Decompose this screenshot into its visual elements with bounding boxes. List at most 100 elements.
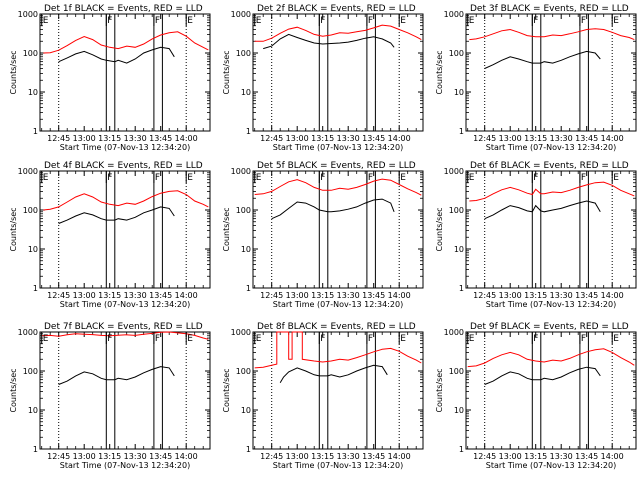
marker-label: E — [187, 334, 193, 344]
events-series-line — [58, 206, 175, 224]
marker-label: F — [581, 16, 586, 26]
chart-title: Det 8f BLACK = Events, RED = LLD — [257, 322, 416, 332]
plot-frame — [39, 331, 211, 450]
x-tick-label: 13:15 — [98, 291, 121, 300]
lld-series-line — [41, 331, 209, 340]
marker-label: E — [187, 16, 193, 26]
y-tick-label: 1000 — [18, 167, 38, 176]
y-tick-label: 1000 — [231, 328, 251, 337]
x-tick-label: 13:00 — [499, 134, 522, 143]
chart-title: Det 2f BLACK = Events, RED = LLD — [257, 4, 416, 14]
x-tick-label: 12:45 — [473, 291, 496, 300]
y-tick-label: 1 — [246, 284, 251, 293]
x-tick-label: 12:45 — [47, 452, 70, 461]
chart-panel-2: Det 2f BLACK = Events, RED = LLD 1 10 100 10… — [222, 4, 424, 152]
chart-panel-1: Det 1f BLACK = Events, RED = LLD 1 10 100 10… — [9, 4, 211, 152]
y-axis-label: Counts/sec — [435, 50, 444, 94]
events-series-line — [279, 364, 388, 383]
x-tick-label: 13:00 — [73, 134, 96, 143]
y-tick-label: 1000 — [444, 10, 464, 19]
x-tick-label: 13:15 — [98, 134, 121, 143]
x-tick-label: 13:00 — [499, 291, 522, 300]
x-tick-label: 13:00 — [499, 452, 522, 461]
plot-frame — [252, 331, 424, 450]
chart-title: Det 9f BLACK = Events, RED = LLD — [470, 322, 629, 332]
y-tick-label: 1000 — [444, 328, 464, 337]
y-tick-label: 1 — [246, 127, 251, 136]
plot-frame — [39, 170, 211, 289]
chart-title: Det 1f BLACK = Events, RED = LLD — [44, 4, 203, 14]
y-tick-label: 10 — [28, 406, 38, 415]
x-tick-label: 14:00 — [388, 134, 411, 143]
x-tick-label: 14:00 — [175, 452, 198, 461]
plot-frame — [39, 13, 211, 132]
chart-panel-9: Det 9f BLACK = Events, RED = LLD 1 10 100 10… — [435, 322, 637, 470]
marker-label: F — [107, 334, 112, 344]
marker-label: F — [107, 173, 112, 183]
marker-label: E — [469, 173, 475, 183]
y-tick-label: 10 — [28, 245, 38, 254]
x-tick-label: 14:00 — [601, 291, 624, 300]
x-tick-label: 14:00 — [601, 134, 624, 143]
chart-title: Det 3f BLACK = Events, RED = LLD — [470, 4, 629, 14]
y-tick-label: 1 — [459, 127, 464, 136]
marker-label: E — [613, 334, 619, 344]
x-tick-label: 13:30 — [337, 291, 360, 300]
marker-label: E — [613, 16, 619, 26]
x-axis-label: Start Time (07-Nov-13 12:34:20) — [273, 143, 403, 152]
x-tick-label: 12:45 — [260, 452, 283, 461]
x-tick-label: 13:45 — [362, 291, 385, 300]
y-tick-label: 1 — [459, 284, 464, 293]
x-tick-label: 13:15 — [311, 452, 334, 461]
x-tick-label: 12:45 — [260, 291, 283, 300]
x-tick-label: 13:45 — [575, 134, 598, 143]
y-axis-label: Counts/sec — [222, 50, 231, 94]
x-axis-label: Start Time (07-Nov-13 12:34:20) — [486, 143, 616, 152]
marker-label: F — [533, 16, 538, 26]
x-tick-label: 13:00 — [286, 452, 309, 461]
x-tick-label: 13:30 — [550, 452, 573, 461]
y-axis-label: Counts/sec — [9, 207, 18, 251]
x-axis-label: Start Time (07-Nov-13 12:34:20) — [273, 461, 403, 470]
x-tick-label: 13:45 — [575, 291, 598, 300]
y-tick-label: 100 — [23, 206, 38, 215]
x-tick-label: 13:15 — [311, 291, 334, 300]
marker-label: F — [155, 16, 160, 26]
chart-panel-5: Det 5f BLACK = Events, RED = LLD 1 10 100 10… — [222, 161, 424, 309]
marker-label: F — [368, 334, 373, 344]
x-tick-label: 14:00 — [601, 452, 624, 461]
x-tick-label: 13:45 — [362, 452, 385, 461]
y-tick-label: 100 — [449, 49, 464, 58]
lld-series-line — [469, 181, 635, 202]
marker-label: F — [533, 334, 538, 344]
y-tick-label: 1000 — [231, 10, 251, 19]
x-tick-label: 13:15 — [98, 452, 121, 461]
y-tick-label: 1 — [33, 445, 38, 454]
chart-title: Det 5f BLACK = Events, RED = LLD — [257, 161, 416, 171]
y-tick-label: 1 — [246, 445, 251, 454]
x-axis-label: Start Time (07-Nov-13 12:34:20) — [60, 461, 190, 470]
y-tick-label: 10 — [241, 406, 251, 415]
x-tick-label: 13:15 — [524, 134, 547, 143]
x-tick-label: 14:00 — [388, 291, 411, 300]
plot-frame — [465, 170, 637, 289]
chart-title: Det 7f BLACK = Events, RED = LLD — [44, 322, 203, 332]
x-tick-label: 12:45 — [47, 291, 70, 300]
x-tick-label: 13:00 — [286, 291, 309, 300]
y-tick-label: 10 — [28, 88, 38, 97]
marker-label: F — [320, 334, 325, 344]
chart-panel-7: Det 7f BLACK = Events, RED = LLD 1 10 100 10… — [9, 322, 211, 470]
x-tick-label: 13:00 — [73, 452, 96, 461]
lld-series-line — [43, 31, 209, 54]
marker-label: E — [256, 173, 262, 183]
plot-frame — [465, 13, 637, 132]
y-tick-label: 100 — [449, 367, 464, 376]
events-series-line — [484, 50, 601, 69]
x-tick-label: 12:45 — [47, 134, 70, 143]
marker-label: F — [581, 173, 586, 183]
marker-label: E — [256, 334, 262, 344]
marker-label: F — [368, 16, 373, 26]
x-axis-label: Start Time (07-Nov-13 12:34:20) — [486, 300, 616, 309]
marker-label: F — [320, 16, 325, 26]
marker-label: E — [400, 16, 406, 26]
